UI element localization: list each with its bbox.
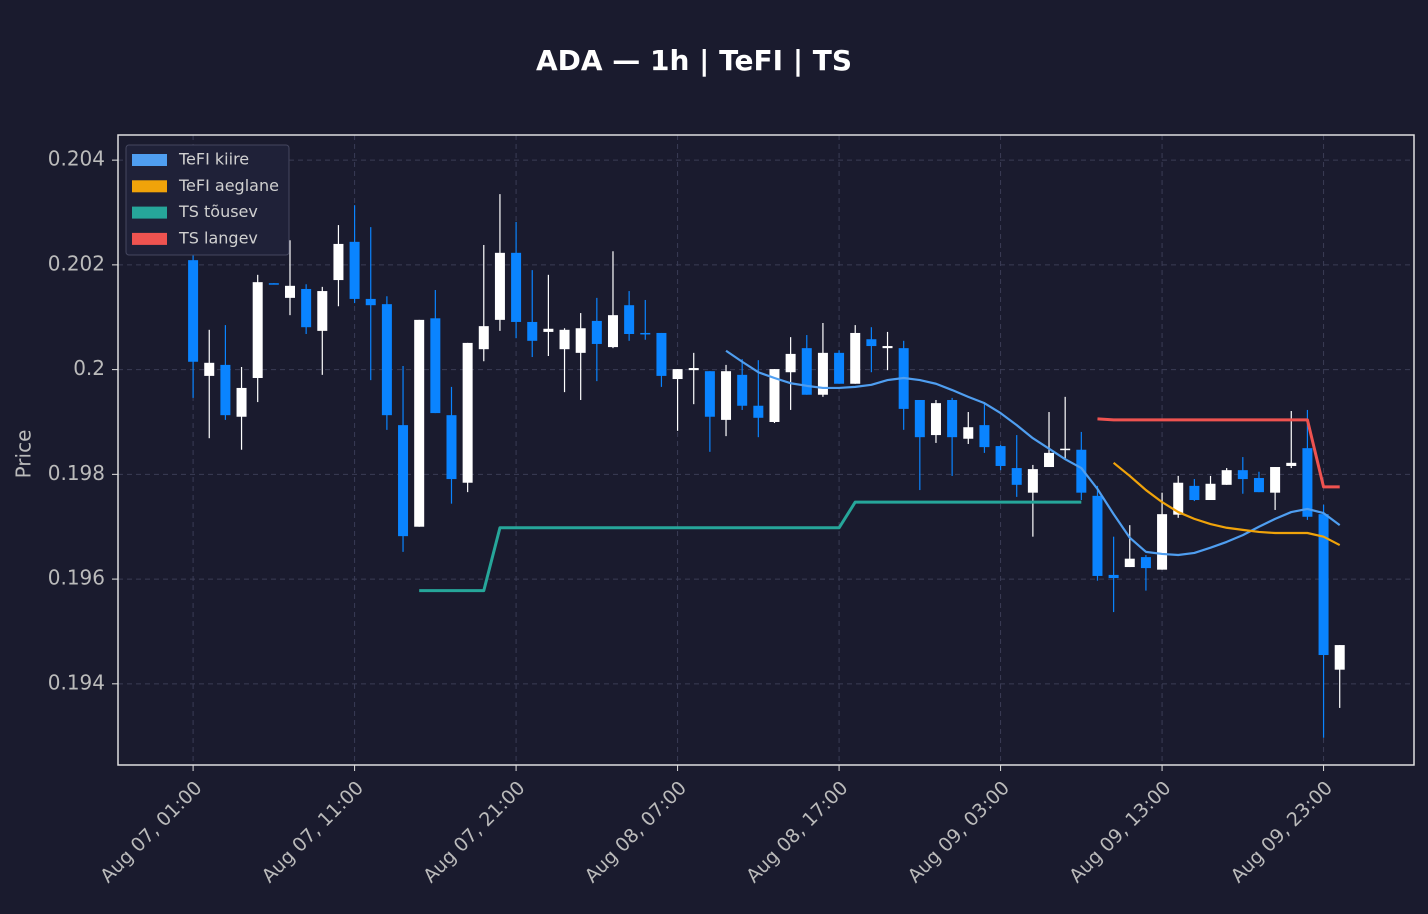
candle-body [268, 283, 279, 285]
candle-body [188, 260, 199, 362]
candle-body [963, 427, 974, 439]
candle-body [1173, 482, 1184, 515]
marks [188, 194, 1345, 738]
candle-body [430, 318, 441, 414]
candle-body [769, 369, 780, 422]
candle-body [640, 332, 651, 335]
candle-body [785, 353, 796, 373]
candle-body [1334, 645, 1345, 670]
candle-body [398, 425, 409, 537]
candle-body [817, 352, 828, 395]
indicator-line [1097, 417, 1340, 489]
candle-body [204, 362, 215, 376]
candle-body [1060, 448, 1071, 451]
candle-body [850, 332, 861, 384]
candle-body [737, 374, 748, 406]
candle-body [559, 329, 570, 350]
indicator-line [419, 500, 1082, 593]
candle-body [607, 315, 618, 348]
candle-body [1124, 558, 1135, 568]
candle-body [1011, 468, 1022, 485]
y-tick-label: 0.2 [73, 356, 105, 380]
candle-body [301, 288, 312, 328]
plot-frame [117, 134, 1415, 766]
candle-body [1286, 462, 1297, 466]
candle-body [882, 346, 893, 349]
candle-body [1253, 478, 1264, 493]
candle-body [349, 241, 360, 299]
candle-body [575, 328, 586, 353]
y-axis-label: Price [12, 430, 36, 479]
candle-body [1318, 514, 1329, 656]
candle-body [414, 319, 425, 527]
candle-body [1189, 485, 1200, 501]
candle-body [721, 371, 732, 420]
candle-body [1027, 469, 1038, 493]
y-tick-label: 0.196 [48, 566, 105, 590]
legend-label: TS langev [178, 228, 258, 247]
candle-body [333, 243, 344, 281]
legend: TeFI kiire TeFI aeglane TS tõusev TS langev [125, 144, 290, 256]
candle-body [1140, 557, 1151, 569]
candle-body [284, 285, 295, 298]
candle-body [543, 328, 554, 332]
y-tick-label: 0.198 [48, 461, 105, 485]
legend-swatch [132, 180, 167, 193]
candle-body [1092, 495, 1103, 576]
candle-body [317, 291, 328, 331]
candle-body [252, 282, 263, 378]
y-tick-label: 0.204 [48, 147, 105, 171]
candle-body [656, 332, 667, 376]
candle-body [1076, 449, 1087, 493]
candle-body [511, 252, 522, 322]
candle-body [914, 399, 925, 438]
chart-title: ADA — 1h | TeFI | TS [536, 44, 852, 77]
legend-label: TS tõusev [178, 202, 258, 221]
candle-body [527, 321, 538, 341]
candle-body [478, 326, 489, 350]
y-tick-label: 0.202 [48, 251, 105, 275]
candle-body [930, 403, 941, 436]
y-tick-label: 0.194 [48, 670, 105, 694]
candle-body [446, 415, 457, 480]
indicator-line [1112, 461, 1341, 547]
legend-label: TeFI aeglane [178, 176, 279, 195]
candle-body [947, 399, 958, 438]
candle-body [995, 446, 1006, 466]
candle-body [365, 298, 376, 306]
indicator-line [725, 349, 1341, 557]
candle-body [688, 368, 699, 371]
candle-body [801, 348, 812, 395]
candle-body [866, 339, 877, 347]
candle-body [1237, 470, 1248, 480]
candle-body [220, 364, 231, 416]
candle-body [1221, 470, 1232, 485]
candle-body [1270, 467, 1281, 493]
candle-body [236, 387, 247, 417]
candle-body [704, 371, 715, 417]
candle-body [1157, 514, 1168, 570]
legend-swatch [132, 154, 167, 166]
candle-body [1108, 574, 1119, 579]
candle-body [381, 304, 392, 416]
candle-body [591, 320, 602, 344]
candle-body [624, 305, 635, 335]
candle-body [1302, 448, 1313, 517]
legend-label: TeFI kiire [178, 150, 249, 169]
candle-body [1044, 452, 1055, 468]
candle-body [494, 252, 505, 320]
candle-body [672, 369, 683, 380]
candle-body [834, 352, 845, 384]
legend-box [125, 144, 290, 256]
legend-swatch [132, 232, 167, 245]
candle-body [462, 342, 473, 483]
candle-body [753, 405, 764, 418]
legend-swatch [132, 206, 167, 219]
candle-body [979, 425, 990, 448]
candle-body [1205, 483, 1216, 501]
